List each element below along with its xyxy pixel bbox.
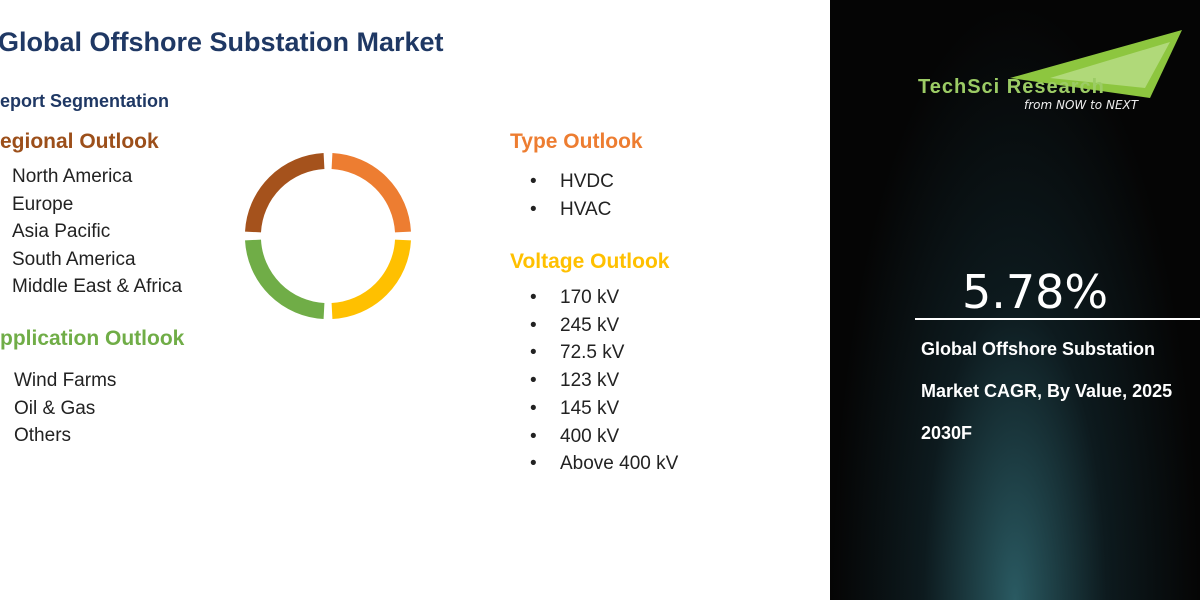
donut-segment	[331, 153, 411, 233]
voltage-item: 170 kV	[530, 287, 619, 309]
cagr-value: 5.78%	[962, 265, 1109, 319]
regional-item: Asia Pacific	[12, 221, 111, 242]
regional-item: Middle East & Africa	[12, 276, 183, 297]
regional-heading: egional Outlook	[0, 130, 159, 153]
divider	[915, 318, 1200, 320]
brand-tagline: from NOW to NEXT	[1024, 98, 1139, 112]
voltage-item: 400 kV	[530, 426, 619, 448]
voltage-heading: Voltage Outlook	[510, 250, 670, 273]
voltage-item: 245 kV	[530, 315, 619, 337]
type-heading: Type Outlook	[510, 130, 643, 153]
voltage-item: 72.5 kV	[530, 342, 625, 364]
donut-segment	[245, 153, 325, 233]
application-item: Oil & Gas	[14, 397, 96, 419]
voltage-item: 123 kV	[530, 370, 619, 392]
regional-item: South America	[12, 248, 136, 270]
subtitle: eport Segmentation	[0, 91, 170, 111]
regional-item: North America	[12, 166, 133, 187]
type-item: HVAC	[530, 199, 612, 221]
donut	[245, 153, 411, 319]
application-item: Wind Farms	[14, 370, 117, 391]
highlight-panel: TechSci Research from NOW to NEXT 5.78% …	[830, 0, 1200, 600]
caption-line: 2030F	[921, 423, 973, 443]
brand-name: TechSci Research	[918, 76, 1105, 98]
application-heading: pplication Outlook	[0, 327, 185, 350]
logo-mark	[1010, 30, 1182, 98]
voltage-item: Above 400 kV	[530, 453, 678, 475]
type-item: HVDC	[530, 171, 614, 193]
regional-item: Europe	[12, 193, 74, 215]
voltage-item: 145 kV	[530, 398, 619, 420]
application-item: Others	[14, 425, 72, 446]
donut-segment	[331, 239, 411, 319]
title: Global Offshore Substation Market	[0, 27, 444, 57]
donut-segment	[245, 239, 325, 319]
caption-line: Market CAGR, By Value, 2025	[921, 381, 1173, 401]
caption-line: Global Offshore Substation	[921, 339, 1156, 359]
